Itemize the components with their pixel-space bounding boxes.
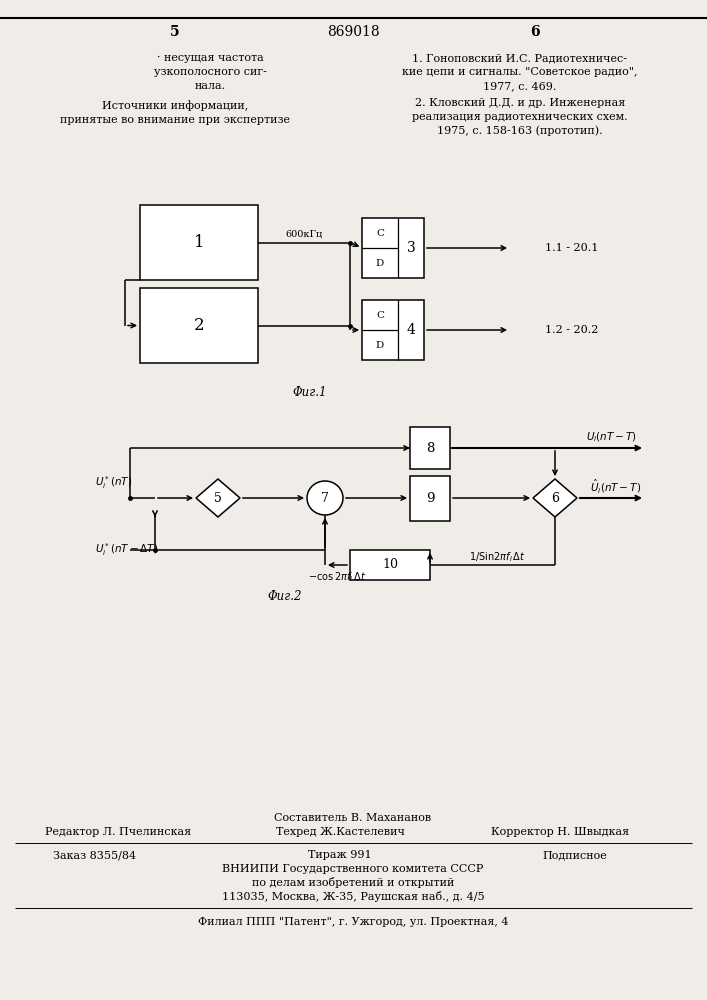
- Text: 1.2 - 20.2: 1.2 - 20.2: [545, 325, 598, 335]
- Text: принятые во внимание при экспертизе: принятые во внимание при экспертизе: [60, 115, 290, 125]
- Text: D: D: [376, 340, 384, 350]
- Text: 3: 3: [407, 241, 416, 255]
- Text: узкополосного сиг-: узкополосного сиг-: [153, 67, 267, 77]
- Text: $1/\mathrm{Sin}2\pi f_i\,\Delta t$: $1/\mathrm{Sin}2\pi f_i\,\Delta t$: [469, 550, 526, 564]
- Text: 113035, Москва, Ж-35, Раушская наб., д. 4/5: 113035, Москва, Ж-35, Раушская наб., д. …: [222, 892, 484, 902]
- Text: 2: 2: [194, 317, 204, 334]
- Text: Φиг.1: Φиг.1: [293, 385, 327, 398]
- Text: 9: 9: [426, 491, 434, 504]
- Polygon shape: [533, 479, 577, 517]
- Text: 1975, с. 158-163 (прототип).: 1975, с. 158-163 (прототип).: [437, 126, 603, 136]
- Text: D: D: [376, 258, 384, 267]
- Text: Редактор Л. Пчелинская: Редактор Л. Пчелинская: [45, 827, 191, 837]
- Text: ВНИИПИ Государственного комитета СССР: ВНИИПИ Государственного комитета СССР: [222, 864, 484, 874]
- Text: Φиг.2: Φиг.2: [268, 590, 303, 603]
- Polygon shape: [196, 479, 240, 517]
- FancyBboxPatch shape: [140, 288, 258, 363]
- Ellipse shape: [307, 481, 343, 515]
- FancyBboxPatch shape: [362, 300, 424, 360]
- Text: кие цепи и сигналы. "Советское радио",: кие цепи и сигналы. "Советское радио",: [402, 67, 638, 77]
- Text: 5: 5: [170, 25, 180, 39]
- Text: 600кГц: 600кГц: [286, 230, 322, 239]
- Text: 2. Кловский Д.Д. и др. Инженерная: 2. Кловский Д.Д. и др. Инженерная: [415, 98, 625, 108]
- Text: Подписное: Подписное: [543, 850, 607, 860]
- Text: по делам изобретений и открытий: по делам изобретений и открытий: [252, 878, 454, 888]
- Text: 6: 6: [551, 491, 559, 504]
- Text: $U_i^*(nT)$: $U_i^*(nT)$: [95, 475, 132, 491]
- Text: нала.: нала.: [194, 81, 226, 91]
- Text: 7: 7: [321, 491, 329, 504]
- Text: 10: 10: [382, 558, 398, 572]
- FancyBboxPatch shape: [350, 550, 430, 580]
- Text: $U_i^*(nT-ΔT)$: $U_i^*(nT-ΔT)$: [95, 542, 158, 558]
- Text: Заказ 8355/84: Заказ 8355/84: [54, 850, 136, 860]
- FancyBboxPatch shape: [410, 427, 450, 469]
- Text: реализация радиотехнических схем.: реализация радиотехнических схем.: [412, 112, 628, 122]
- Text: 1: 1: [194, 234, 204, 251]
- Text: 6: 6: [530, 25, 540, 39]
- Text: C: C: [376, 310, 384, 320]
- Text: Корректор Н. Швыдкая: Корректор Н. Швыдкая: [491, 827, 629, 837]
- Text: 1. Гоноповский И.С. Радиотехничес-: 1. Гоноповский И.С. Радиотехничес-: [412, 53, 628, 63]
- Text: $-\cos 2\pi f_i\,\Delta t$: $-\cos 2\pi f_i\,\Delta t$: [308, 570, 367, 584]
- Text: Тираж 991: Тираж 991: [308, 850, 372, 860]
- Text: · несущая частота: · несущая частота: [157, 53, 264, 63]
- Text: C: C: [376, 229, 384, 237]
- Text: 1.1 - 20.1: 1.1 - 20.1: [545, 243, 598, 253]
- Text: Источники информации,: Источники информации,: [102, 101, 248, 111]
- FancyBboxPatch shape: [140, 205, 258, 280]
- Text: Филиал ППП "Патент", г. Ужгород, ул. Проектная, 4: Филиал ППП "Патент", г. Ужгород, ул. Про…: [198, 917, 508, 927]
- FancyBboxPatch shape: [362, 218, 424, 278]
- Text: 869018: 869018: [327, 25, 380, 39]
- Text: $\hat{U}_i(nT-T)$: $\hat{U}_i(nT-T)$: [590, 477, 641, 495]
- Text: Составитель В. Махананов: Составитель В. Махананов: [274, 813, 431, 823]
- Text: 5: 5: [214, 491, 222, 504]
- Text: 8: 8: [426, 442, 434, 454]
- Text: 1977, с. 469.: 1977, с. 469.: [484, 81, 556, 91]
- Text: 4: 4: [407, 323, 416, 337]
- Text: $U_i(nT-T)$: $U_i(nT-T)$: [587, 430, 638, 444]
- Text: Техред Ж.Кастелевич: Техред Ж.Кастелевич: [276, 827, 404, 837]
- FancyBboxPatch shape: [410, 476, 450, 520]
